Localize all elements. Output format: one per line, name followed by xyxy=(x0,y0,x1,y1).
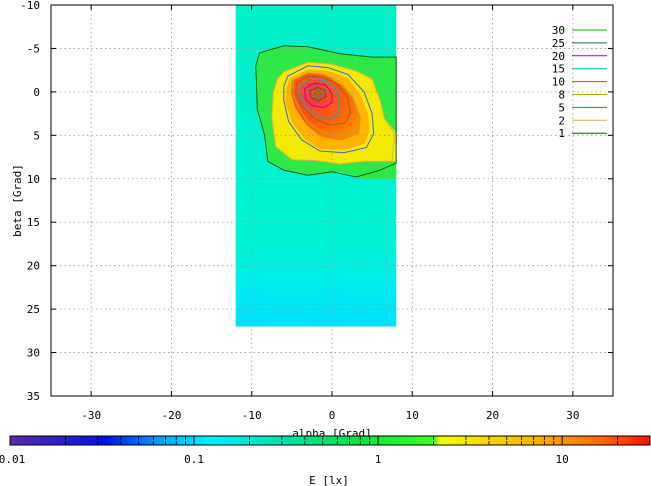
contour-line-10 xyxy=(295,75,352,126)
colorbar-tick-label: 0.1 xyxy=(184,453,204,466)
colorbar-label: E [lx] xyxy=(309,474,349,486)
x-tick-label: 20 xyxy=(486,409,499,422)
contour-line-8 xyxy=(292,72,360,136)
y-axis-label: beta [Grad] xyxy=(11,164,24,237)
x-tick-label: -20 xyxy=(161,409,181,422)
y-tick-label: 25 xyxy=(27,303,40,316)
colorbar-tick-label: 0.01 xyxy=(0,453,25,466)
legend-label: 10 xyxy=(552,76,565,89)
y-tick-label: -5 xyxy=(27,42,40,55)
legend-label: 1 xyxy=(558,127,565,140)
x-tick-label: 30 xyxy=(566,409,579,422)
colorbar-tick-label: 10 xyxy=(556,453,569,466)
legend-label: 5 xyxy=(558,101,565,114)
peak-hotspot xyxy=(297,83,326,108)
contour-line-5 xyxy=(283,65,375,154)
legend-label: 8 xyxy=(558,89,565,102)
y-tick-label: -10 xyxy=(20,0,40,12)
colorbar-tick-label: 1 xyxy=(375,453,382,466)
y-tick-label: 20 xyxy=(27,260,40,273)
contour-line-20 xyxy=(304,82,333,109)
contour-line-15 xyxy=(299,78,341,121)
x-tick-label: -10 xyxy=(242,409,262,422)
x-tick-label: 10 xyxy=(406,409,419,422)
y-tick-label: 35 xyxy=(27,390,40,403)
y-tick-label: 10 xyxy=(27,173,40,186)
contour-line-2 xyxy=(271,61,396,165)
legend-label: 2 xyxy=(558,114,565,127)
x-tick-label: -30 xyxy=(81,409,101,422)
legend-label: 25 xyxy=(552,37,565,50)
x-tick-label: 0 xyxy=(329,409,336,422)
y-tick-label: 30 xyxy=(27,347,40,360)
contour-lines xyxy=(255,45,397,178)
contour-line-30 xyxy=(313,90,323,98)
y-tick-label: 5 xyxy=(33,129,40,142)
y-tick-label: 15 xyxy=(27,216,40,229)
heatmap-surface xyxy=(235,5,397,327)
legend-label: 20 xyxy=(552,50,565,63)
legend-label: 30 xyxy=(552,24,565,37)
contour-line-25 xyxy=(308,86,327,102)
colorbar-ticks: 0.01 0.1 1 10 xyxy=(0,436,651,466)
contour-line-1 xyxy=(255,45,397,178)
y-tick-label: 0 xyxy=(33,86,40,99)
legend-label: 15 xyxy=(552,63,565,76)
